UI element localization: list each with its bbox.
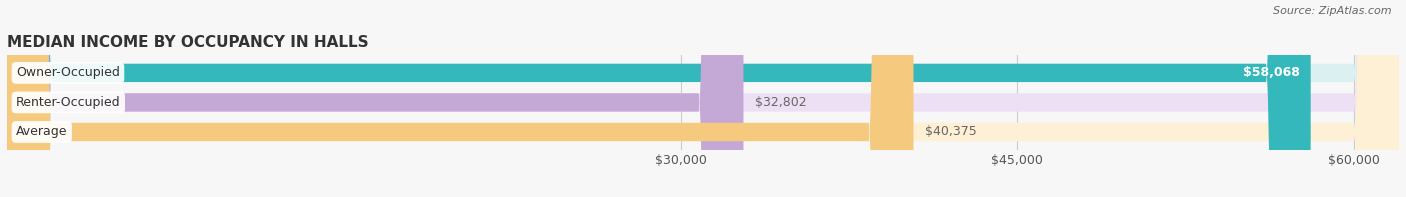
- FancyBboxPatch shape: [7, 0, 1399, 197]
- Text: $40,375: $40,375: [925, 125, 976, 138]
- FancyBboxPatch shape: [7, 0, 1399, 197]
- Text: $58,068: $58,068: [1243, 66, 1299, 79]
- Text: $32,802: $32,802: [755, 96, 806, 109]
- FancyBboxPatch shape: [7, 0, 914, 197]
- Text: Average: Average: [15, 125, 67, 138]
- Text: Renter-Occupied: Renter-Occupied: [15, 96, 121, 109]
- Text: MEDIAN INCOME BY OCCUPANCY IN HALLS: MEDIAN INCOME BY OCCUPANCY IN HALLS: [7, 35, 368, 50]
- FancyBboxPatch shape: [7, 0, 744, 197]
- FancyBboxPatch shape: [7, 0, 1310, 197]
- FancyBboxPatch shape: [7, 0, 1399, 197]
- Text: Owner-Occupied: Owner-Occupied: [15, 66, 120, 79]
- Text: Source: ZipAtlas.com: Source: ZipAtlas.com: [1274, 6, 1392, 16]
